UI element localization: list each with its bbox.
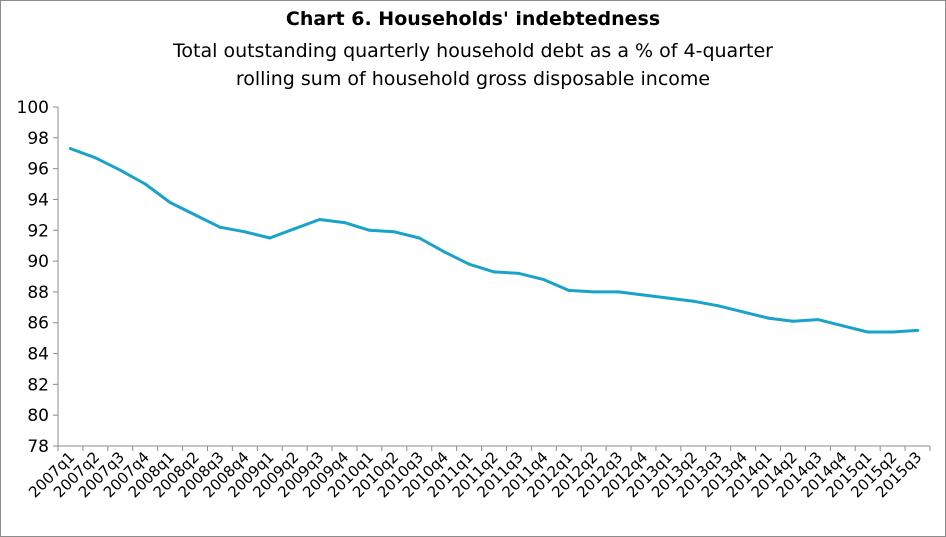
data-point — [816, 318, 820, 322]
data-point — [392, 230, 396, 234]
data-point — [93, 156, 97, 160]
y-tick-label: 82 — [27, 375, 49, 395]
data-point — [592, 290, 596, 294]
data-point — [891, 330, 895, 334]
data-point — [716, 304, 720, 308]
data-point — [741, 310, 745, 314]
data-point — [467, 262, 471, 266]
data-point — [542, 278, 546, 282]
y-tick-label: 98 — [27, 129, 49, 149]
data-point — [118, 168, 122, 172]
data-point — [916, 328, 920, 332]
data-point — [791, 319, 795, 323]
data-point — [168, 201, 172, 205]
series-line — [69, 147, 919, 334]
data-point — [68, 147, 72, 151]
y-tick-label: 84 — [27, 345, 49, 365]
data-point — [243, 230, 247, 234]
data-point — [666, 296, 670, 300]
plot-area: 78808284868890929496981002007q12007q2200… — [17, 98, 931, 501]
data-point — [143, 182, 147, 186]
y-tick-label: 80 — [27, 406, 49, 426]
data-point — [617, 290, 621, 294]
data-point — [193, 213, 197, 217]
data-point — [517, 271, 521, 275]
y-tick-label: 78 — [27, 437, 49, 457]
data-point — [268, 236, 272, 240]
y-tick-label: 86 — [27, 314, 49, 334]
chart-subtitle-line-1: Total outstanding quarterly household de… — [173, 40, 773, 62]
data-point — [417, 236, 421, 240]
data-point — [442, 250, 446, 254]
y-tick-label: 100 — [17, 98, 49, 118]
data-point — [866, 330, 870, 334]
y-tick-label: 90 — [27, 252, 49, 272]
y-tick-label: 96 — [27, 160, 49, 180]
data-point — [492, 270, 496, 274]
data-point — [367, 228, 371, 232]
data-point — [641, 293, 645, 297]
data-point — [567, 288, 571, 292]
y-tick-label: 92 — [27, 221, 49, 241]
data-point — [691, 299, 695, 303]
data-point — [841, 324, 845, 328]
data-point — [218, 225, 222, 229]
data-point — [343, 221, 347, 225]
data-point — [293, 227, 297, 231]
y-tick-label: 88 — [27, 283, 49, 303]
y-tick-label: 94 — [27, 190, 49, 210]
data-point — [318, 217, 322, 221]
chart-subtitle-line-2: rolling sum of household gross disposabl… — [235, 68, 711, 90]
chart-title: Chart 6. Households' indebtedness — [285, 8, 661, 30]
data-point — [766, 316, 770, 320]
